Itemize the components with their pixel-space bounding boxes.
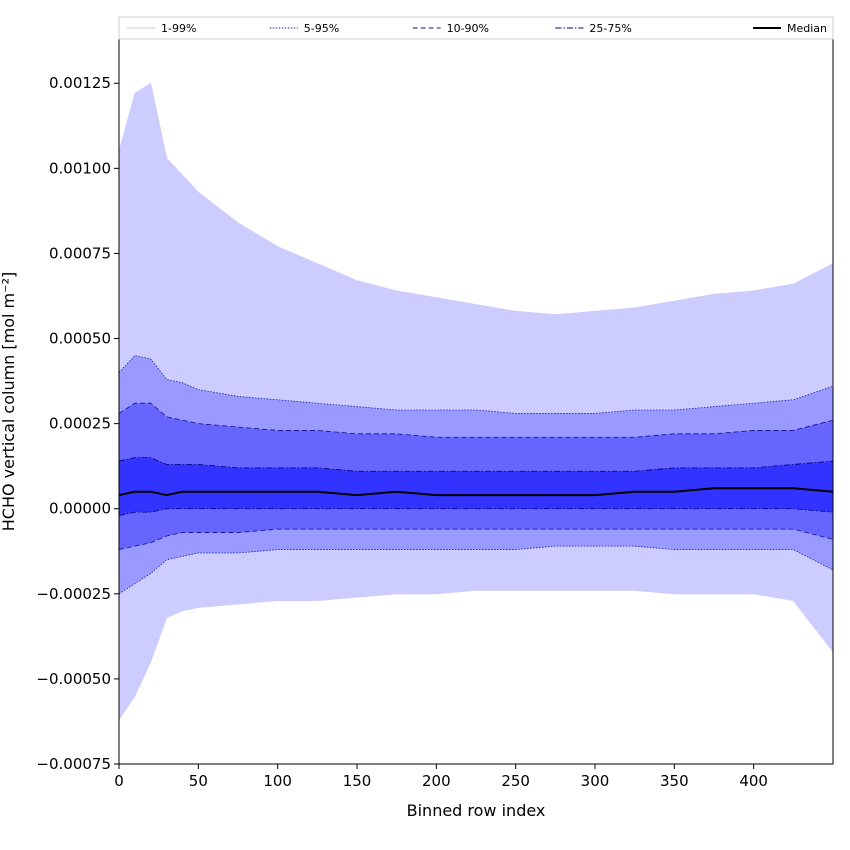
- legend-box: [118, 16, 834, 40]
- y-tick-label-6: 0.00075: [49, 244, 111, 262]
- y-tick-label-8: 0.00125: [49, 74, 111, 92]
- x-tick-label-3: 150: [343, 772, 372, 790]
- legend-label-2: 10-90%: [447, 22, 489, 35]
- y-axis: −0.00075 −0.00050 −0.00025 0.00000 0.00025 0.…: [36, 74, 119, 773]
- x-tick-label-6: 300: [581, 772, 610, 790]
- band-1-upper-line: [118, 355, 834, 414]
- lines-group: [118, 82, 834, 720]
- y-tick-label-2: −0.00025: [36, 585, 111, 603]
- band-0: [119, 83, 833, 720]
- y-tick-label-5: 0.00050: [49, 330, 111, 348]
- legend-label-4: Median: [787, 22, 827, 35]
- x-tick-label-1: 50: [189, 772, 208, 790]
- x-tick-label-7: 350: [660, 772, 689, 790]
- band-0-lower-line: [118, 590, 834, 720]
- band-0-upper-line: [118, 82, 834, 316]
- y-tick-label-0: −0.00075: [36, 755, 111, 773]
- x-tick-label-5: 250: [501, 772, 530, 790]
- band-3-lower-line: [118, 508, 834, 516]
- legend: 1-99% 5-95% 10-90% 25-75% Median: [118, 16, 834, 40]
- band-2-lower-line: [118, 528, 834, 550]
- band-3-upper-line: [118, 457, 834, 472]
- legend-label-0: 1-99%: [161, 22, 196, 35]
- x-tick-label-8: 400: [739, 772, 768, 790]
- y-tick-label-1: −0.00050: [36, 670, 111, 688]
- band-3: [119, 457, 833, 516]
- x-tick-label-4: 200: [422, 772, 451, 790]
- x-axis: 0 50 100 150 200 250 300 350 400: [114, 764, 768, 790]
- x-tick-label-2: 100: [263, 772, 292, 790]
- median-line: [118, 487, 834, 497]
- bands-group: [119, 83, 833, 720]
- y-tick-label-4: 0.00025: [49, 415, 111, 433]
- y-axis-label: HCHO vertical column [mol m⁻²]: [0, 272, 18, 531]
- legend-label-1: 5-95%: [304, 22, 339, 35]
- band-2-upper-line: [118, 402, 834, 438]
- x-tick-label-0: 0: [114, 772, 124, 790]
- band-1-lower-line: [118, 545, 834, 595]
- legend-label-3: 25-75%: [589, 22, 631, 35]
- x-axis-label: Binned row index: [407, 801, 546, 820]
- y-tick-label-7: 0.00100: [49, 159, 111, 177]
- y-tick-label-3: 0.00000: [49, 500, 111, 518]
